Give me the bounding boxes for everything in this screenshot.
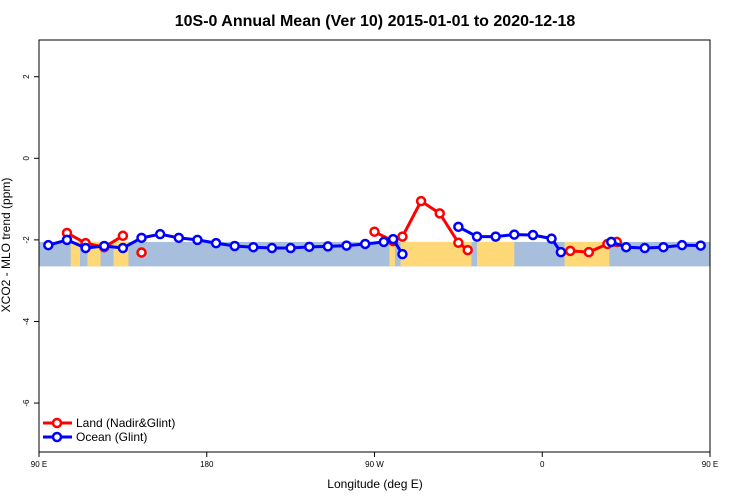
legend-land-marker xyxy=(51,417,63,429)
data-point xyxy=(192,234,203,246)
data-point xyxy=(676,239,688,251)
data-point xyxy=(61,234,73,246)
data-point xyxy=(695,240,706,251)
data-point xyxy=(248,241,259,253)
data-point xyxy=(136,247,147,258)
data-point xyxy=(80,242,91,254)
legend-ocean-label: Ocean (Glint) xyxy=(76,430,147,444)
data-point xyxy=(453,237,464,248)
x-tick-label: 0 xyxy=(540,460,545,469)
data-point xyxy=(397,248,408,260)
data-point xyxy=(658,241,669,253)
chart-title: 10S-0 Annual Mean (Ver 10) 2015-01-01 to… xyxy=(175,13,576,30)
data-point xyxy=(555,246,567,258)
x-tick-label: 90 E xyxy=(31,460,47,469)
data-point xyxy=(210,237,222,249)
data-point xyxy=(434,208,445,219)
x-axis: 90 E 180 90 W 0 90 E xyxy=(31,452,718,469)
x-tick-label: 180 xyxy=(200,460,214,469)
data-point xyxy=(453,221,464,233)
data-point xyxy=(471,231,483,242)
data-point xyxy=(136,232,147,244)
data-point xyxy=(387,233,399,245)
data-point xyxy=(369,226,380,237)
data-point xyxy=(639,242,651,254)
data-point xyxy=(304,241,315,253)
data-point xyxy=(583,246,595,258)
data-point xyxy=(462,244,473,256)
data-point xyxy=(266,242,278,254)
data-point xyxy=(154,228,166,240)
data-point xyxy=(322,241,334,252)
land-segment xyxy=(389,241,396,267)
data-point xyxy=(527,229,539,241)
data-point xyxy=(173,232,185,244)
y-tick-label: -6 xyxy=(22,399,31,407)
data-point xyxy=(490,231,501,242)
data-point xyxy=(229,240,240,252)
land-segment xyxy=(70,241,81,267)
data-point xyxy=(415,195,427,207)
data-point xyxy=(509,229,520,240)
data-point xyxy=(117,230,129,242)
y-axis: -6 -4 -2 0 2 xyxy=(22,74,39,407)
data-point xyxy=(98,240,110,252)
legend-ocean-marker xyxy=(51,431,63,443)
data-point xyxy=(359,238,371,250)
data-point xyxy=(564,245,576,257)
series-layer xyxy=(43,195,706,260)
data-point xyxy=(546,233,557,244)
y-axis-label: XCO2 - MLO trend (ppm) xyxy=(0,178,13,313)
data-point xyxy=(620,241,632,253)
data-point xyxy=(43,239,54,251)
y-tick-label: -4 xyxy=(22,317,31,325)
data-point xyxy=(605,236,617,248)
data-point xyxy=(285,242,296,254)
y-tick-label: -2 xyxy=(22,236,31,244)
legend: Land (Nadir&Glint) Ocean (Glint) xyxy=(43,416,175,444)
data-point xyxy=(117,242,129,254)
data-point xyxy=(397,231,408,242)
data-point xyxy=(378,236,390,248)
y-tick-label: 0 xyxy=(22,156,31,161)
land-segment xyxy=(477,241,515,267)
x-tick-label: 90 E xyxy=(702,460,718,469)
x-tick-label: 90 W xyxy=(365,460,384,469)
series-line xyxy=(66,231,124,249)
legend-land-label: Land (Nadir&Glint) xyxy=(76,416,175,430)
data-point xyxy=(341,240,352,251)
series-1 xyxy=(43,221,706,260)
y-tick-label: 2 xyxy=(22,74,31,79)
x-axis-label: Longitude (deg E) xyxy=(327,477,422,491)
